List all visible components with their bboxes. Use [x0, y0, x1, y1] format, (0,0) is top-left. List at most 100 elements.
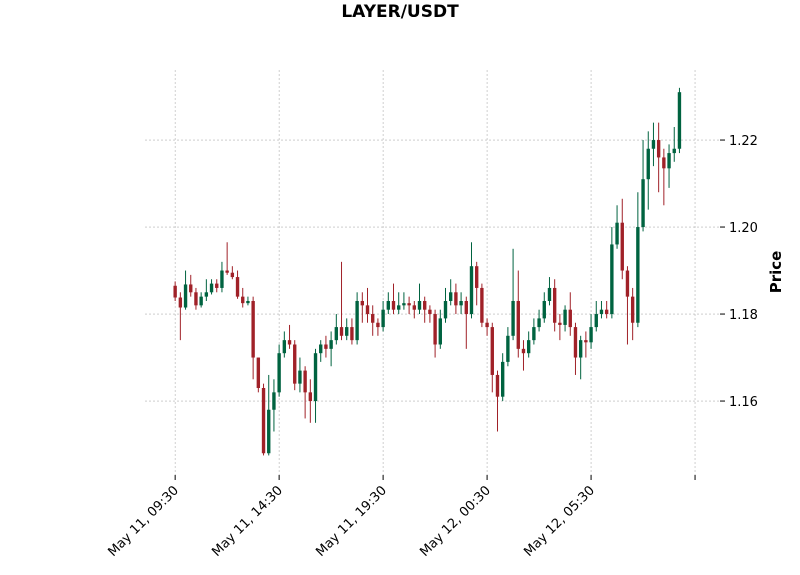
candle-body: [272, 392, 276, 410]
candle-body: [568, 309, 572, 328]
candle-body: [417, 300, 422, 310]
candle-body: [256, 357, 261, 388]
candle-body: [449, 292, 453, 301]
candle-body: [506, 335, 510, 362]
candle-body: [298, 370, 302, 384]
candle-body: [251, 300, 255, 358]
candle-body: [459, 300, 463, 306]
candle-body: [386, 300, 390, 310]
y-tick-label: 1.18: [729, 308, 758, 323]
candle-body: [475, 266, 479, 288]
candle-body: [495, 374, 500, 397]
candle-body: [189, 284, 193, 293]
y-tick-label: 1.20: [729, 221, 758, 236]
candle-body: [308, 392, 313, 402]
candle-body: [267, 409, 271, 454]
candle-body: [178, 297, 183, 308]
candle-body: [480, 287, 484, 323]
chart-title: LAYER/USDT: [341, 2, 459, 22]
candle-body: [604, 309, 609, 315]
candle-body: [241, 296, 245, 304]
candle-body: [215, 283, 219, 288]
candle-body: [225, 270, 229, 273]
candle-body: [547, 287, 552, 301]
candle-body: [329, 340, 333, 349]
candle-body: [594, 314, 598, 328]
candle-body: [537, 318, 541, 328]
candle-body: [428, 309, 432, 315]
candle-body: [610, 244, 614, 315]
x-tick-label: May 11, 09:30: [105, 483, 182, 560]
candle-body: [646, 148, 650, 180]
candle-body: [397, 305, 401, 310]
candle-body: [532, 327, 536, 341]
candle-body: [651, 140, 656, 149]
candle-body: [500, 361, 505, 397]
candle-body: [599, 309, 604, 315]
candle-body: [391, 300, 396, 310]
candle-body: [402, 303, 406, 306]
candle-body: [376, 322, 380, 328]
candle-body: [407, 303, 411, 306]
candle-body: [526, 340, 531, 354]
candle-body: [261, 387, 266, 454]
candle-body: [412, 305, 416, 310]
candle-body: [183, 284, 188, 308]
y-axis-label: Price: [767, 251, 785, 294]
candle-body: [443, 300, 448, 319]
candle-body: [625, 270, 630, 297]
candle-body: [371, 314, 375, 323]
candle-body: [199, 296, 203, 306]
candle-body: [209, 283, 214, 293]
candle-body: [677, 92, 682, 149]
candle-body: [303, 370, 307, 393]
candle-body: [324, 344, 328, 349]
candle-body: [511, 300, 515, 336]
candle-body: [485, 322, 489, 328]
candle-body: [542, 300, 546, 319]
candle-body: [464, 300, 468, 315]
candle-body: [365, 305, 370, 315]
candle-body: [667, 153, 671, 169]
candle-body: [287, 340, 292, 345]
candle-body: [277, 353, 281, 393]
candle-body: [438, 318, 442, 345]
candle-body: [454, 292, 458, 306]
y-tick-label: 1.16: [729, 395, 758, 410]
candle-body: [578, 340, 583, 358]
candle-body: [360, 300, 365, 306]
candle-body: [345, 327, 349, 336]
x-tick-label: May 12, 00:30: [417, 483, 494, 560]
x-tick-label: May 12, 05:30: [521, 483, 598, 560]
candle-body: [319, 344, 323, 354]
candle-body: [641, 179, 645, 228]
candle-body: [230, 272, 235, 278]
candle-body: [469, 266, 474, 315]
candle-body: [620, 222, 624, 271]
x-tick-label: May 11, 19:30: [313, 483, 390, 560]
candle-body: [194, 292, 198, 306]
candle-body: [334, 327, 339, 341]
candle-body: [350, 327, 354, 341]
candle-body: [339, 327, 344, 336]
x-tick-label: May 11, 14:30: [209, 483, 286, 560]
candle-body: [313, 353, 318, 402]
candle-body: [636, 227, 640, 323]
candle-body: [558, 322, 562, 325]
candle-body: [282, 340, 287, 354]
candle-body: [204, 292, 209, 297]
candle-body: [672, 148, 676, 154]
y-tick-label: 1.22: [729, 134, 758, 149]
candle-body: [433, 314, 437, 345]
candle-body: [355, 300, 359, 341]
candle-body: [656, 140, 661, 158]
candle-body: [589, 327, 593, 343]
candle-body: [573, 327, 578, 358]
candle-body: [423, 300, 427, 310]
candle-body: [490, 327, 494, 375]
candle-body: [220, 270, 224, 288]
candle-body: [173, 285, 177, 298]
candle-body: [584, 340, 588, 343]
candle-body: [381, 309, 385, 328]
